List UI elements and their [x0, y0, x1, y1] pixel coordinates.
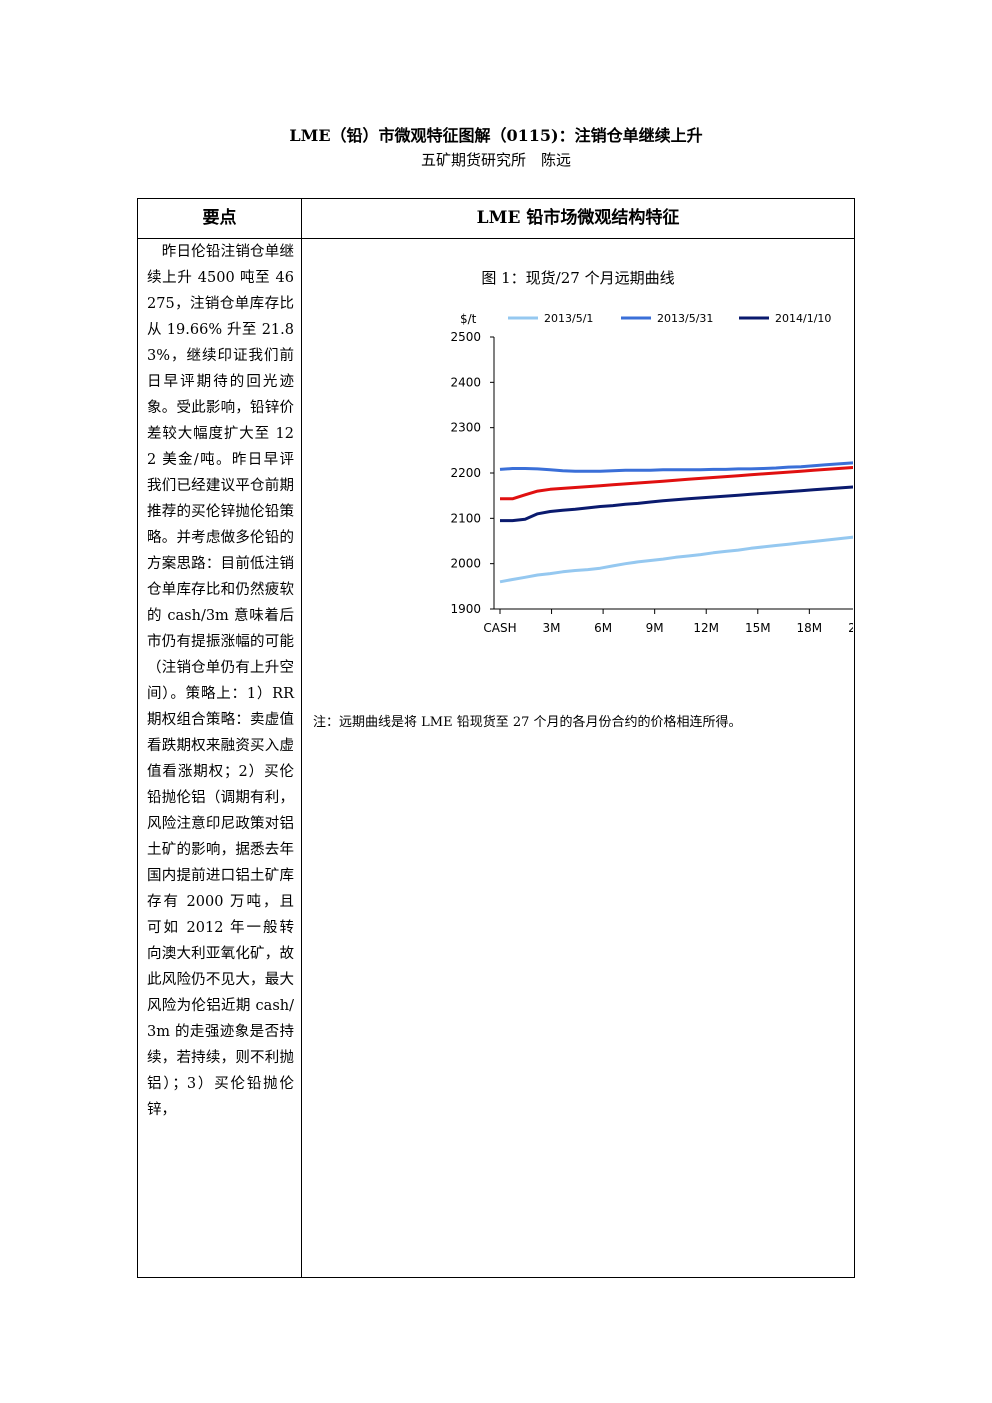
series-line-2014/1/10 [500, 485, 853, 523]
y-tick-label: 2500 [450, 330, 481, 344]
y-tick-label: 2200 [450, 466, 481, 480]
header-divider [138, 238, 854, 239]
y-tick-label: 2000 [450, 557, 481, 571]
y-tick-label: 1900 [450, 602, 481, 616]
y-tick-label: 2300 [450, 421, 481, 435]
document-title: LME（铅）市微观特征图解（0115)：注销仓单继续上升 [289, 126, 703, 145]
y-tick-label: 2400 [450, 375, 481, 389]
keypoints-text: 昨日伦铅注销仓单继续上升 4500 吨至 46275，注销仓单库存比从 19.6… [147, 244, 294, 1118]
y-tick-label: 2100 [450, 511, 481, 525]
x-tick-label: 18M [797, 621, 823, 635]
figure-note: 注：远期曲线是将 LME 铅现货至 27 个月的各月份合约的价格相连所得。 [313, 715, 742, 730]
x-tick-label: 6M [594, 621, 612, 635]
legend-label: 2014/1/10 [775, 312, 831, 325]
keypoints-header: 要点 [202, 208, 237, 228]
x-tick-label: 9M [646, 621, 664, 635]
series-line-2013/5/31 [499, 461, 853, 473]
figure-title: 图 1：现货/27 个月远期曲线 [481, 269, 675, 287]
legend-label: 2013/5/31 [657, 312, 713, 325]
chart-axes: 1900 2000 2100 2200 2300 2400 2500 $/t CASH 3M 6M 9… [450, 312, 853, 635]
y-axis-label: $/t [460, 312, 477, 326]
legend-label: 2013/5/1 [544, 312, 593, 325]
structure-header: LME 铅市场微观结构特征 [476, 208, 680, 228]
author-line: 五矿期货研究所 陈远 [420, 151, 571, 169]
column-divider [301, 199, 302, 1277]
x-tick-label: 15M [745, 621, 771, 635]
series-line-2014/1/13 [500, 465, 853, 501]
x-tick-label: 21M [848, 621, 853, 635]
x-tick-label: CASH [483, 621, 516, 635]
x-tick-label: 12M [693, 621, 719, 635]
chart-series [499, 461, 853, 584]
series-line-2013/5/1 [499, 535, 853, 584]
content-table: 要点 LME 铅市场微观结构特征 昨日伦铅注销仓单继续上升 4500 吨至 46… [137, 198, 855, 1278]
x-tick-label: 3M [543, 621, 561, 635]
